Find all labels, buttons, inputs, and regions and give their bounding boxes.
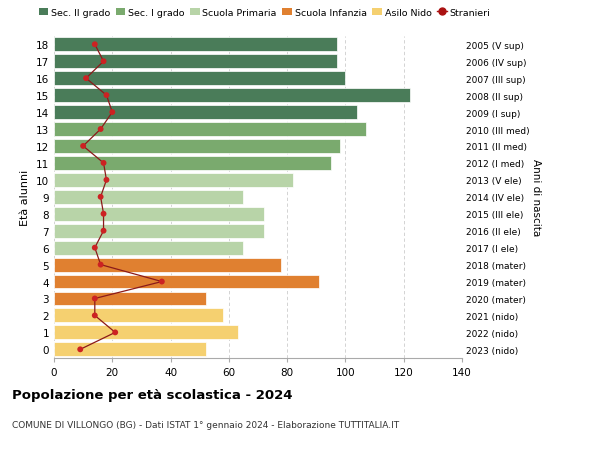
Point bbox=[90, 245, 100, 252]
Bar bbox=[54, 275, 319, 289]
Bar bbox=[54, 224, 264, 238]
Bar bbox=[54, 140, 340, 154]
Legend: Sec. II grado, Sec. I grado, Scuola Primaria, Scuola Infanzia, Asilo Nido, Stran: Sec. II grado, Sec. I grado, Scuola Prim… bbox=[35, 5, 494, 21]
Point bbox=[96, 261, 106, 269]
Bar bbox=[54, 89, 410, 103]
Bar bbox=[54, 326, 238, 340]
Bar bbox=[54, 190, 244, 204]
Point bbox=[110, 329, 120, 336]
Point bbox=[90, 295, 100, 302]
Text: Popolazione per età scolastica - 2024: Popolazione per età scolastica - 2024 bbox=[12, 388, 293, 401]
Point bbox=[99, 228, 109, 235]
Bar bbox=[54, 241, 244, 255]
Bar bbox=[54, 342, 206, 357]
Bar bbox=[54, 258, 281, 272]
Point bbox=[79, 143, 88, 150]
Y-axis label: Anni di nascita: Anni di nascita bbox=[531, 159, 541, 236]
Point bbox=[101, 92, 111, 100]
Bar bbox=[54, 72, 346, 86]
Bar bbox=[54, 157, 331, 170]
Point bbox=[99, 58, 109, 66]
Point bbox=[90, 41, 100, 49]
Point bbox=[101, 177, 111, 184]
Bar bbox=[54, 38, 337, 52]
Point bbox=[99, 160, 109, 167]
Bar bbox=[54, 123, 366, 137]
Point bbox=[107, 109, 117, 117]
Point bbox=[96, 194, 106, 201]
Point bbox=[99, 211, 109, 218]
Y-axis label: Età alunni: Età alunni bbox=[20, 169, 31, 225]
Point bbox=[90, 312, 100, 319]
Bar bbox=[54, 309, 223, 323]
Point bbox=[81, 75, 91, 83]
Bar bbox=[54, 207, 264, 221]
Bar bbox=[54, 292, 206, 306]
Bar bbox=[54, 55, 337, 69]
Bar bbox=[54, 106, 357, 120]
Bar bbox=[54, 174, 293, 187]
Text: COMUNE DI VILLONGO (BG) - Dati ISTAT 1° gennaio 2024 - Elaborazione TUTTITALIA.I: COMUNE DI VILLONGO (BG) - Dati ISTAT 1° … bbox=[12, 420, 399, 429]
Point bbox=[157, 278, 167, 285]
Point bbox=[96, 126, 106, 134]
Point bbox=[76, 346, 85, 353]
